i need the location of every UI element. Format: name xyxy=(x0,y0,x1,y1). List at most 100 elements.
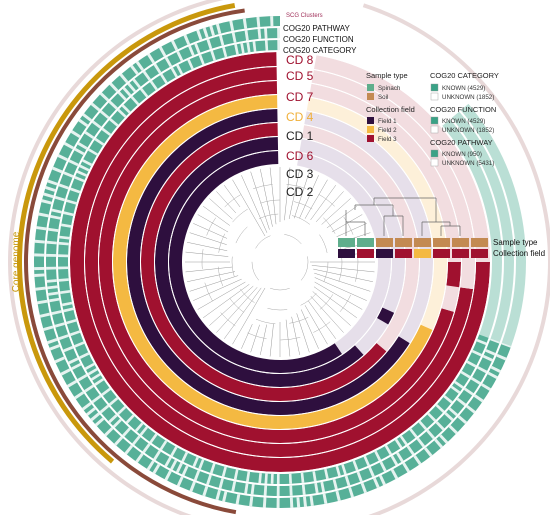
cog-ring-gap xyxy=(296,497,301,508)
cog-ring-gap xyxy=(114,436,124,446)
cog-ring-gap xyxy=(429,71,439,82)
dendrogram-branch xyxy=(193,278,242,301)
cog-ring-gap xyxy=(401,65,410,76)
cog-ring-gap xyxy=(79,164,90,172)
cog-ring-gap xyxy=(181,465,189,476)
cog-ring-gap xyxy=(170,446,178,457)
cog-ring-gap xyxy=(505,329,516,335)
dendrogram-branch xyxy=(260,324,267,355)
cog-ring-gap xyxy=(467,134,478,142)
cog-ring-gap xyxy=(149,80,158,91)
cog-ring-gap xyxy=(470,377,481,385)
cog-ring-gap xyxy=(379,461,387,472)
dendrogram-branch xyxy=(312,291,351,326)
cog-ring-gap xyxy=(289,485,293,496)
cog-ring-gap xyxy=(49,344,60,351)
cog-ring-gap xyxy=(443,120,454,130)
dendrogram-arc xyxy=(251,233,309,291)
cog-ring-gap xyxy=(43,325,54,332)
cog-ring-gap xyxy=(52,166,63,174)
cog-ring-gap xyxy=(263,485,268,496)
cog-ring-gap xyxy=(435,404,445,413)
cog-ring-gap xyxy=(246,471,251,482)
collection-field-cell xyxy=(414,249,431,258)
cog-ring-gap xyxy=(244,30,249,41)
legend-cog-category-title: COG20 CATEGORY xyxy=(430,71,499,80)
cog-ring-gap xyxy=(90,373,101,381)
cog-ring-gap xyxy=(488,220,499,226)
cog-ring-gap xyxy=(390,455,399,466)
cog-ring-gap xyxy=(493,325,505,332)
cog-ring-gap xyxy=(99,92,110,102)
cog-ring-gap xyxy=(303,496,307,507)
legend-collection-field-title: Collection field xyxy=(366,105,415,114)
cog-ring-gap xyxy=(209,463,216,474)
cog-ring-gap xyxy=(108,397,119,406)
cog-ring-gap xyxy=(395,75,403,86)
dendrogram-arc xyxy=(201,183,359,341)
dendrogram-branch xyxy=(197,214,229,233)
legend-swatch-spinach xyxy=(367,84,374,91)
cog-ring-gap xyxy=(196,29,203,41)
cog-ring-gap xyxy=(164,470,172,481)
cog-ring-gap xyxy=(74,175,85,183)
cog-ring-gap xyxy=(406,445,415,456)
cog-ring-gap xyxy=(130,95,140,106)
accessory-block xyxy=(280,401,296,415)
cog-ring-gap xyxy=(87,368,98,376)
layer-band-pale xyxy=(314,55,490,263)
sample-type-cell xyxy=(338,238,355,247)
cog-ring-gap xyxy=(34,253,45,257)
accessory-block xyxy=(343,358,370,383)
cog-ring-gap xyxy=(70,130,81,138)
sample-type-cell xyxy=(357,238,374,247)
legend-label-category-known: KNOWN (4529) xyxy=(442,85,485,92)
cog-ring-gap xyxy=(48,227,59,232)
cog-ring-gap xyxy=(508,316,520,322)
cog-ring-gap xyxy=(84,384,95,393)
legend-cog-function-title: COG20 FUNCTION xyxy=(430,105,496,114)
cog-ring-gap xyxy=(356,471,363,482)
layer-label-cd1: CD 1 xyxy=(286,129,314,143)
cog-ring-gap xyxy=(183,34,191,45)
cog-ring-gap xyxy=(249,496,254,507)
dendrogram-branch xyxy=(269,167,277,225)
cog-ring-gap xyxy=(194,43,201,54)
cog-ring-gap xyxy=(91,120,102,129)
cog-ring-gap xyxy=(372,477,380,489)
cog-ring-gap xyxy=(159,440,168,451)
cog-ring-gap xyxy=(47,285,58,290)
cog-ring-gap xyxy=(219,35,225,46)
cog-ring-gap xyxy=(234,44,239,55)
cog-ring-gap xyxy=(153,450,161,461)
cog-ring-gap xyxy=(493,157,505,165)
cog-ring-gap xyxy=(418,420,428,431)
legend-swatch-function-known xyxy=(430,116,439,125)
cog-ring-gap xyxy=(108,414,118,424)
cog-ring-gap xyxy=(485,349,496,356)
cog-ring-gap xyxy=(498,170,510,177)
cog-ring-gap xyxy=(244,483,249,494)
dendrogram-branch xyxy=(241,324,253,349)
dendrogram-branch xyxy=(260,169,273,227)
cog-ring-gap xyxy=(192,456,199,468)
core-genome-label: Core genome xyxy=(11,231,22,292)
cog-ring-gap xyxy=(139,426,149,436)
cog20-function-label: COG20 FUNCTION xyxy=(283,35,354,44)
dendrogram-branch xyxy=(197,281,246,310)
collection-field-cell xyxy=(395,249,412,258)
cog-ring-gap xyxy=(122,427,131,437)
cog-ring-gap xyxy=(218,478,224,489)
cog-ring-gap xyxy=(335,490,341,502)
dendrogram-branch xyxy=(304,179,328,219)
cog-ring-gap xyxy=(108,100,118,110)
cog-ring-gap xyxy=(481,383,492,391)
pangenome-rings xyxy=(8,0,550,515)
cog-ring-gap xyxy=(79,352,90,359)
cog-ring-gap xyxy=(82,113,93,122)
cog-ring-gap xyxy=(54,195,66,202)
cog-ring-gap xyxy=(181,451,189,463)
collection-field-row-label: Collection field xyxy=(493,249,545,258)
cog-ring-gap xyxy=(352,460,359,471)
cog-ring-gap xyxy=(61,301,73,307)
